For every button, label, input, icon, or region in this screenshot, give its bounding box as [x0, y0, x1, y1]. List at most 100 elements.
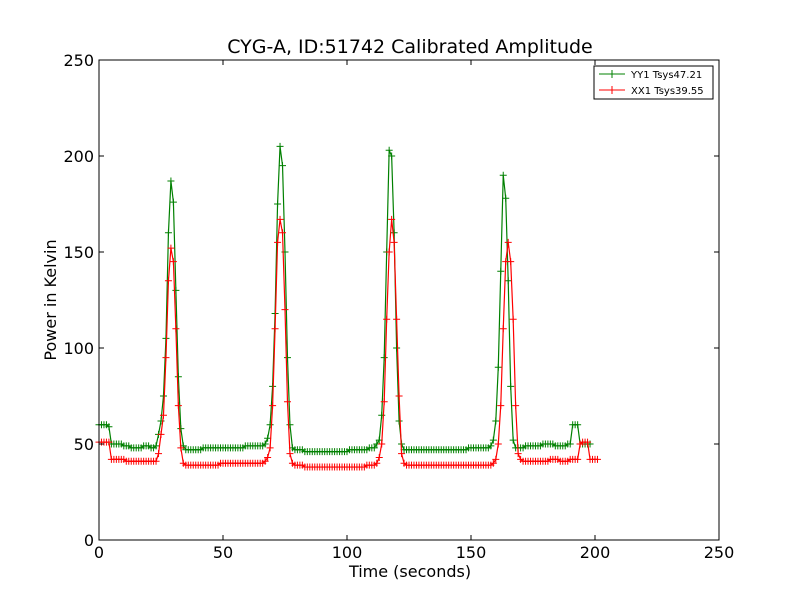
- y-tick-label: 250: [63, 51, 94, 70]
- data-point: [155, 450, 163, 458]
- data-point: [169, 258, 177, 266]
- data-point: [507, 258, 515, 266]
- data-point: [378, 440, 386, 448]
- data-point: [393, 315, 401, 323]
- x-axis-label: Time (seconds): [348, 562, 471, 581]
- data-point: [509, 436, 517, 444]
- plot-area: [99, 60, 719, 540]
- data-point: [566, 440, 574, 448]
- data-point: [269, 402, 277, 410]
- data-point: [504, 238, 512, 246]
- data-point: [398, 450, 406, 458]
- data-point: [162, 354, 170, 362]
- data-point: [105, 423, 113, 431]
- data-point: [276, 215, 284, 223]
- data-point: [390, 229, 398, 237]
- data-point: [264, 453, 272, 461]
- data-point: [395, 417, 403, 425]
- series-layer: [96, 143, 601, 471]
- data-point: [283, 354, 291, 362]
- data-point: [152, 457, 160, 465]
- data-point: [373, 459, 381, 467]
- data-point: [271, 325, 279, 333]
- data-point: [584, 438, 592, 446]
- data-point: [159, 392, 167, 400]
- y-tick-label: 100: [63, 339, 94, 358]
- data-point: [167, 244, 175, 252]
- data-point: [274, 200, 282, 208]
- data-point: [378, 411, 386, 419]
- chart-title: CYG-A, ID:51742 Calibrated Amplitude: [227, 36, 592, 58]
- data-point: [375, 453, 383, 461]
- data-point: [512, 402, 520, 410]
- data-point: [383, 315, 391, 323]
- x-tick-label: 150: [456, 543, 487, 562]
- data-point: [152, 442, 160, 450]
- data-point: [514, 450, 522, 458]
- data-point: [286, 450, 294, 458]
- data-point: [279, 162, 287, 170]
- data-point: [487, 442, 495, 450]
- legend-box: [593, 65, 714, 100]
- data-point: [395, 392, 403, 400]
- data-point: [497, 267, 505, 275]
- data-point: [164, 229, 172, 237]
- data-point: [172, 286, 180, 294]
- data-point: [266, 421, 274, 429]
- data-point: [507, 382, 515, 390]
- data-point: [172, 325, 180, 333]
- data-point: [105, 438, 113, 446]
- data-point: [385, 248, 393, 256]
- data-point: [499, 171, 507, 179]
- data-point: [283, 398, 291, 406]
- data-point: [157, 430, 165, 438]
- data-point: [593, 455, 601, 463]
- data-point: [174, 373, 182, 381]
- data-point: [264, 434, 272, 442]
- data-point: [388, 152, 396, 160]
- data-point: [380, 354, 388, 362]
- data-point: [177, 444, 185, 452]
- data-point: [177, 425, 185, 433]
- data-point: [492, 455, 500, 463]
- data-point: [489, 459, 497, 467]
- x-tick-label: 50: [213, 543, 233, 562]
- data-point: [499, 325, 507, 333]
- y-tick-label: 0: [84, 531, 94, 550]
- data-point: [164, 277, 172, 285]
- data-point: [174, 402, 182, 410]
- data-point: [390, 238, 398, 246]
- data-point: [574, 421, 582, 429]
- legend-marker-yy1: [608, 70, 616, 78]
- data-point: [281, 306, 289, 314]
- legend-marker-xx1: [608, 86, 616, 94]
- y-tick-label: 150: [63, 243, 94, 262]
- data-point: [261, 457, 269, 465]
- data-point: [502, 194, 510, 202]
- data-point: [274, 238, 282, 246]
- x-tick-label: 100: [332, 543, 363, 562]
- data-point: [489, 436, 497, 444]
- data-point: [509, 315, 517, 323]
- y-axis-label: Power in Kelvin: [41, 239, 60, 360]
- x-tick-label: 200: [580, 543, 611, 562]
- data-point: [169, 198, 177, 206]
- data-point: [497, 402, 505, 410]
- legend-label-yy1: YY1 Tsys47.21: [630, 70, 702, 81]
- data-point: [261, 440, 269, 448]
- data-point: [167, 177, 175, 185]
- data-point: [286, 421, 294, 429]
- data-point: [388, 215, 396, 223]
- data-point: [279, 229, 287, 237]
- legend: YY1 Tsys47.21 XX1 Tsys39.55: [593, 65, 714, 100]
- data-point: [385, 146, 393, 154]
- plot-frame: [98, 59, 720, 541]
- data-point: [574, 455, 582, 463]
- y-tick-label: 50: [74, 435, 94, 454]
- x-tick-label: 0: [94, 543, 104, 562]
- legend-label-xx1: XX1 Tsys39.55: [631, 86, 704, 97]
- data-point: [159, 411, 167, 419]
- x-tick-label: 250: [704, 543, 735, 562]
- data-point: [504, 277, 512, 285]
